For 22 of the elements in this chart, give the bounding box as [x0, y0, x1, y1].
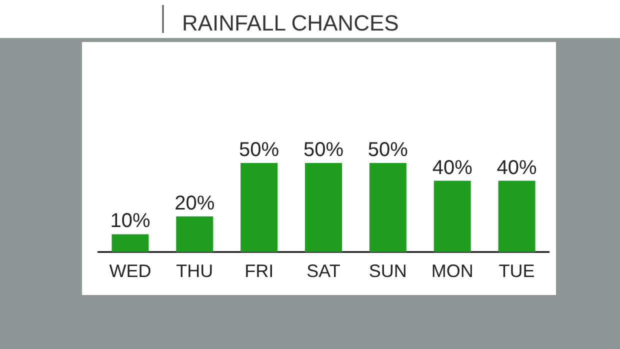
bar — [176, 216, 214, 252]
x-tick-label: SUN — [368, 261, 407, 281]
x-tick-label: MON — [431, 261, 474, 281]
data-label: 50% — [368, 139, 408, 161]
x-tick-label: WED — [109, 261, 152, 281]
x-tick-label: TUE — [498, 261, 535, 281]
data-label: 50% — [303, 139, 344, 161]
data-label: 40% — [432, 156, 473, 179]
data-label: 40% — [496, 156, 538, 179]
bar — [498, 180, 536, 252]
bar — [112, 234, 149, 252]
data-label: 10% — [110, 210, 150, 232]
bar — [305, 163, 342, 252]
bar — [369, 163, 406, 252]
chart-title: RAINFALL CHANCES — [182, 10, 399, 36]
bar — [434, 180, 471, 252]
x-tick-label: SAT — [306, 261, 340, 281]
x-tick-label: THU — [176, 261, 214, 281]
data-label: 20% — [174, 192, 215, 214]
x-tick-label: FRI — [244, 261, 274, 281]
data-label: 50% — [239, 139, 280, 161]
bar — [240, 163, 278, 252]
